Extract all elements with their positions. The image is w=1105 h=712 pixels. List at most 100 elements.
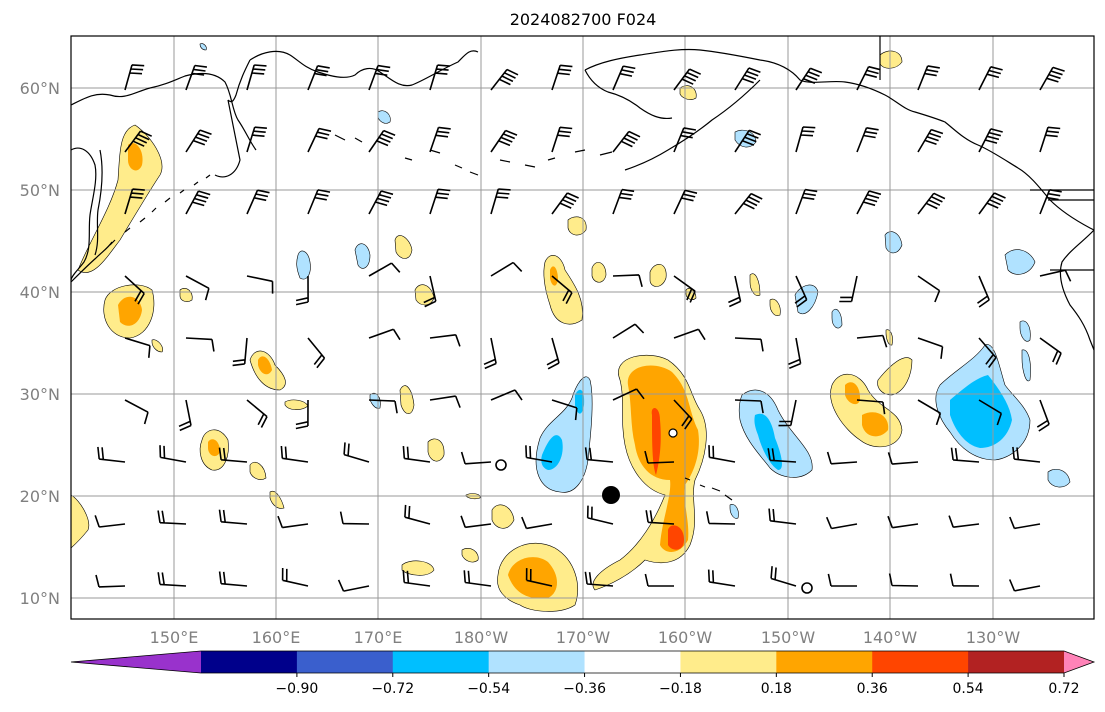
colorbar-tick-label: −0.54	[467, 681, 510, 697]
wind-barb	[551, 192, 579, 215]
wind-barb	[612, 274, 643, 288]
wind-barb	[1036, 399, 1050, 432]
wind-barb	[124, 337, 151, 358]
colorbar-outline	[70, 650, 1096, 674]
lon-label: 180°W	[454, 628, 509, 647]
wind-barb	[337, 579, 370, 592]
wind-barb	[339, 511, 370, 525]
coastline-chukotka	[249, 50, 479, 87]
colorbar-tick-label: 0.36	[857, 681, 888, 697]
wind-barb	[825, 516, 858, 530]
wind-barb	[978, 66, 1003, 91]
wind-barb	[521, 516, 553, 530]
wind-barb	[917, 275, 941, 303]
positive-shade-west-3b	[208, 439, 220, 457]
wind-barb	[778, 399, 797, 427]
coastline-aleutians	[334, 134, 613, 176]
colorbar-segment	[392, 651, 490, 673]
positive-shade-small-7	[399, 385, 415, 414]
wind-barb	[307, 189, 331, 215]
lon-label: 170°E	[354, 628, 403, 647]
positive-shade-east-1c	[862, 412, 889, 437]
negative-shade-small-2	[354, 243, 371, 269]
positive-shade-small-10	[461, 548, 479, 563]
positive-shade-west-2b	[258, 356, 272, 375]
wind-barb	[343, 442, 370, 463]
positive-shade-west-1b	[118, 296, 142, 326]
positive-shade-small-9	[491, 504, 515, 529]
wind-barb	[917, 128, 944, 153]
colorbar-segment	[584, 651, 681, 673]
wind-barb	[490, 68, 519, 91]
colorbar-extend-low	[71, 651, 201, 673]
wind-barb	[157, 510, 187, 525]
negative-shade-far-east-b	[950, 375, 1012, 448]
wind-barb	[584, 571, 614, 587]
wind-barb	[429, 64, 450, 91]
wind-barb	[246, 64, 267, 91]
wind-barb	[551, 275, 573, 304]
coastline-siberia	[70, 72, 257, 151]
lat-label: 60°N	[20, 79, 60, 98]
wind-barb	[295, 399, 309, 430]
wind-barb	[551, 399, 578, 421]
coastline-kurils	[109, 174, 211, 246]
negative-shade-central-1c	[575, 389, 585, 414]
wind-barb	[708, 445, 736, 463]
wind-barb	[644, 450, 675, 464]
colorbar-tick-label: −0.18	[659, 681, 702, 697]
wind-barb	[644, 573, 674, 587]
negative-shade-small-7	[1019, 320, 1031, 342]
wind-barb	[178, 399, 192, 432]
wind-barb	[734, 399, 764, 414]
wind-barb	[280, 445, 309, 463]
wind-barb	[734, 192, 763, 215]
wind-barb	[917, 192, 946, 215]
wind-barb	[551, 126, 573, 153]
wind-barb	[218, 571, 248, 587]
wind-barb	[856, 65, 881, 91]
wind-barb	[673, 68, 702, 91]
map-panel	[70, 35, 1095, 620]
positive-shade-central-3	[651, 408, 661, 475]
wind-barb	[307, 337, 326, 369]
wind-barb	[887, 515, 919, 529]
negative-shade-small-11	[1047, 469, 1071, 488]
wind-barb	[159, 445, 187, 463]
colorbar-tick-label: −0.90	[275, 681, 318, 697]
wind-barb	[246, 399, 268, 428]
wind-barb	[551, 64, 573, 91]
wind-barb	[1039, 126, 1061, 153]
wind-barb	[185, 129, 212, 153]
wind-barb	[673, 189, 698, 215]
wind-barb	[157, 572, 187, 587]
wind-barb	[948, 515, 980, 528]
wind-barb	[277, 515, 309, 529]
coastline-bc	[1059, 229, 1095, 351]
wind-barb	[795, 126, 816, 153]
wind-barb	[978, 337, 997, 368]
wind-barb	[612, 188, 635, 215]
station-marker-1	[495, 459, 507, 471]
wind-barb	[423, 275, 437, 308]
negative-shade-small-8	[1021, 349, 1031, 382]
colorbar-segment	[488, 651, 586, 673]
positive-shade-central-4	[668, 525, 684, 550]
coastline-kamchatka	[214, 99, 241, 178]
lon-label: 160°E	[252, 628, 301, 647]
wind-barb	[949, 573, 980, 587]
wind-barb	[728, 275, 742, 308]
colorbar-segment	[296, 651, 394, 673]
figure-title: 2024082700 F024	[510, 10, 657, 29]
wind-barb	[734, 67, 761, 91]
wind-barb	[463, 570, 492, 587]
colorbar-tick-label: −0.36	[563, 681, 606, 697]
lat-label: 10°N	[20, 589, 60, 608]
wind-barb	[95, 574, 126, 588]
wind-barb	[887, 452, 919, 465]
wind-barb	[1039, 189, 1062, 215]
positive-shade-small-19	[769, 298, 781, 316]
wind-barb	[546, 337, 560, 370]
negative-shade-east	[738, 389, 813, 478]
positive-shade-central-2	[627, 365, 699, 552]
